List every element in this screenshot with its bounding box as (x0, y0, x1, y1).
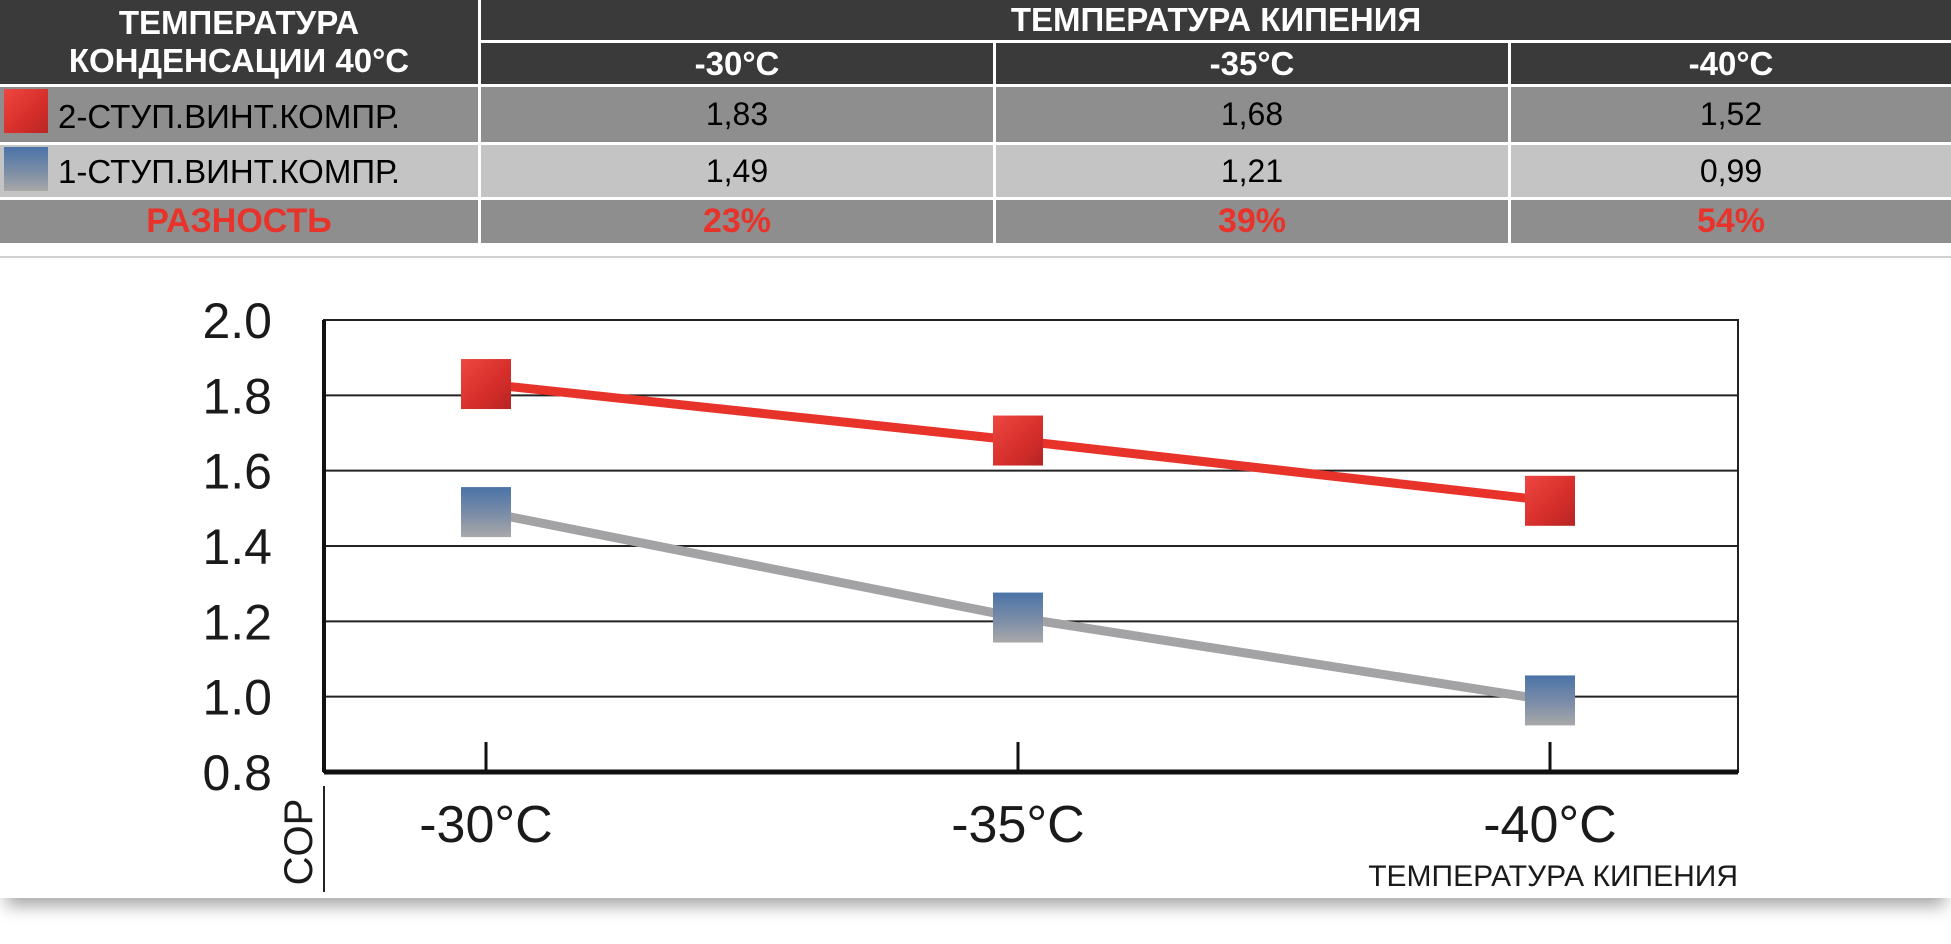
corner-header-line1: ТЕМПЕРАТУРА (118, 4, 360, 41)
diff-value: 23% (481, 200, 993, 243)
table-cell: 1,52 (1511, 87, 1951, 142)
data-point-marker (993, 415, 1043, 466)
y-tick-label: 2.0 (202, 293, 272, 349)
table-cell: 1,83 (481, 87, 993, 142)
data-point-marker (993, 592, 1043, 643)
diff-label: РАЗНОСТЬ (0, 200, 478, 243)
y-axis-label: COP (277, 799, 321, 886)
table-cell: 1,68 (996, 87, 1508, 142)
row-label-text: 2-СТУП.ВИНТ.КОМПР. (58, 98, 400, 135)
data-point-marker (1525, 475, 1575, 526)
red-square-icon (4, 89, 48, 133)
row-label-one-stage: 1-СТУП.ВИНТ.КОМПР. (0, 145, 478, 197)
chart-panel: 0.8 1.0 1.2 1.4 1.6 1.8 2.0 -30°C -35°C -40°C COP Т… (0, 256, 1951, 898)
corner-header-line2: КОНДЕНСАЦИИ 40°C (68, 42, 410, 79)
data-point-marker (461, 487, 511, 538)
cop-table: ТЕМПЕРАТУРА КОНДЕНСАЦИИ 40°C ТЕМПЕРАТУРА… (0, 0, 1951, 244)
y-tick-label: 1.4 (202, 519, 272, 575)
table-cell: 1,21 (996, 145, 1508, 197)
y-tick-label: 0.8 (202, 745, 272, 801)
y-tick-label: 1.8 (202, 368, 272, 424)
x-tick-label: -40°C (1483, 796, 1617, 854)
x-tick-label: -35°C (951, 796, 1085, 854)
column-header: -35°C (996, 43, 1508, 84)
x-axis-label: ТЕМПЕРАТУРА КИПЕНИЯ (1368, 860, 1738, 893)
data-point-marker (461, 359, 511, 410)
row-label-two-stage: 2-СТУП.ВИНТ.КОМПР. (0, 87, 478, 142)
cop-line-chart: 0.8 1.0 1.2 1.4 1.6 1.8 2.0 -30°C -35°C -40°C COP Т… (202, 293, 1739, 893)
y-tick-label: 1.6 (202, 444, 272, 500)
column-header: -40°C (1511, 43, 1951, 84)
corner-header: ТЕМПЕРАТУРА КОНДЕНСАЦИИ 40°C (0, 0, 478, 84)
diff-value: 54% (1511, 200, 1951, 243)
x-tick-label: -30°C (419, 796, 553, 854)
table-cell: 0,99 (1511, 145, 1951, 197)
blue-square-icon (4, 147, 48, 191)
table-cell: 1,49 (481, 145, 993, 197)
y-tick-label: 1.2 (202, 594, 272, 650)
row-label-text: 1-СТУП.ВИНТ.КОМПР. (58, 153, 400, 190)
column-header: -30°C (481, 43, 993, 84)
diff-value: 39% (996, 200, 1508, 243)
group-header: ТЕМПЕРАТУРА КИПЕНИЯ (481, 0, 1951, 40)
y-tick-label: 1.0 (202, 670, 272, 726)
data-point-marker (1525, 675, 1575, 726)
